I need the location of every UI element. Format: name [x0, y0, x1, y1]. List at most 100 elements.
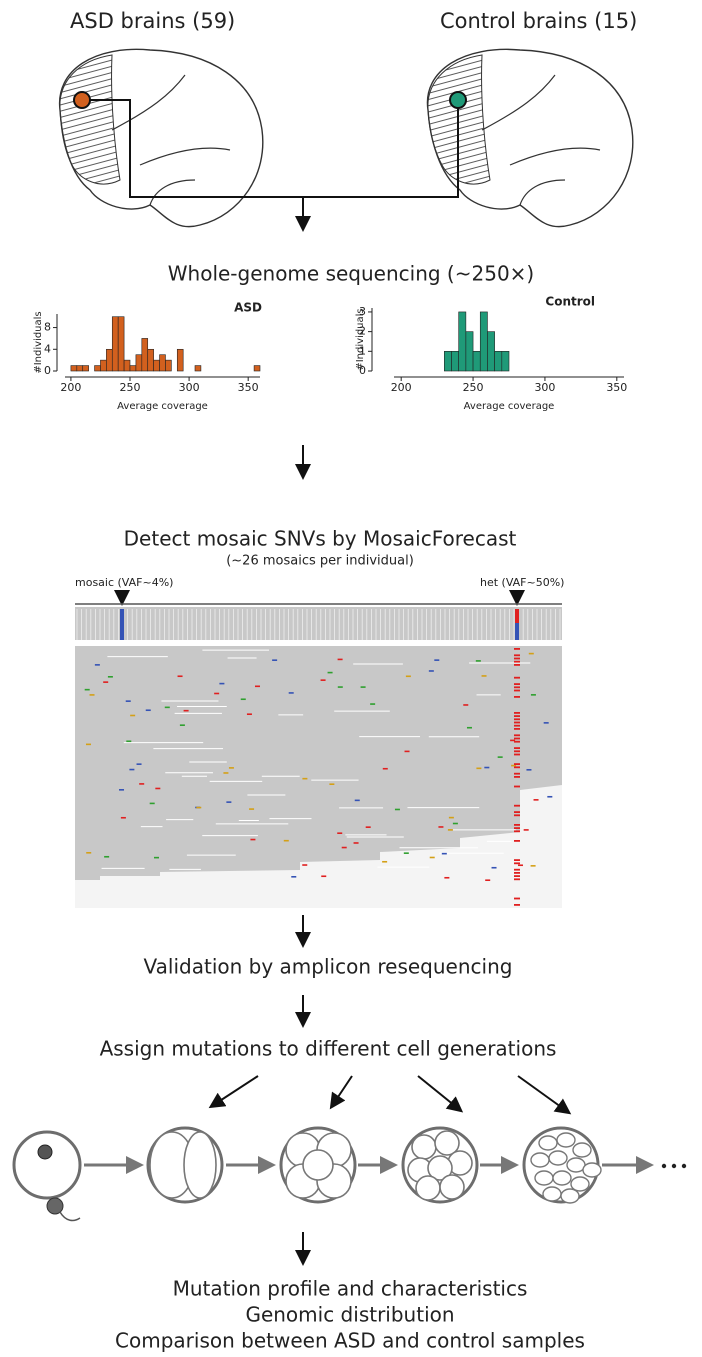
- het-mismatch: [514, 862, 520, 865]
- mismatch: [382, 767, 388, 770]
- step-detect: Detect mosaic SNVs by MosaicForecast: [124, 527, 517, 551]
- x-tick-label: 350: [606, 381, 627, 394]
- histogram-bar: [82, 365, 89, 372]
- mismatch: [517, 864, 523, 867]
- mismatch: [485, 879, 491, 882]
- mismatch: [466, 726, 472, 729]
- mismatch: [228, 767, 234, 769]
- mismatch: [353, 842, 359, 844]
- x-axis-label: Average coverage: [464, 401, 555, 412]
- x-tick-label: 200: [391, 381, 412, 394]
- mismatch: [246, 713, 252, 716]
- histogram-bar: [165, 359, 172, 372]
- mismatch: [249, 808, 255, 810]
- mismatch: [438, 826, 444, 828]
- x-tick-label: 200: [60, 381, 81, 394]
- histogram-bar: [141, 338, 149, 372]
- histogram-bar: [194, 365, 202, 372]
- y-tick-label: 0: [359, 364, 366, 377]
- mismatch: [337, 686, 343, 688]
- x-tick-label: 350: [238, 381, 259, 394]
- het-mismatch: [514, 904, 520, 906]
- mismatch: [126, 740, 132, 743]
- mismatch: [403, 852, 409, 854]
- asd-brains-label: ASD brains (59): [70, 9, 235, 33]
- het-mismatch: [514, 763, 520, 765]
- het-mismatch: [514, 830, 520, 833]
- y-tick-label: 2: [359, 325, 366, 338]
- cell: [556, 1132, 576, 1148]
- embryo-stages: [12, 1126, 687, 1222]
- mismatch: [302, 777, 308, 780]
- cell: [570, 1176, 590, 1192]
- step-sequencing: Whole-genome sequencing (~250×): [168, 262, 534, 286]
- y-tick-label: 4: [44, 342, 51, 355]
- histogram-bar: [76, 365, 84, 372]
- outcome: Genomic distribution: [245, 1303, 454, 1327]
- read-alignment-view: [75, 603, 562, 908]
- het-mismatch: [514, 683, 520, 685]
- mismatch: [177, 675, 183, 678]
- x-tick-label: 250: [463, 381, 484, 394]
- het-mismatch: [514, 872, 520, 874]
- histogram-bar: [129, 365, 137, 372]
- mosaic-label: mosaic (VAF~4%): [75, 576, 173, 589]
- cell: [542, 1186, 562, 1202]
- het-mismatch: [514, 859, 520, 861]
- mismatch: [219, 682, 225, 685]
- y-axis-label: #Individuals: [33, 311, 44, 373]
- mismatch: [240, 698, 246, 701]
- mismatch: [327, 671, 333, 674]
- het-mismatch: [514, 734, 520, 737]
- het-mismatch: [514, 747, 520, 749]
- chart-title: ASD: [234, 301, 262, 315]
- het-mismatch: [514, 868, 520, 871]
- mismatch: [526, 769, 532, 771]
- histogram-bar: [472, 351, 481, 372]
- het-mismatch: [514, 718, 520, 721]
- histogram-bar: [487, 331, 495, 372]
- het-mismatch: [514, 664, 520, 666]
- y-tick-label: 3: [359, 305, 366, 318]
- het-mismatch: [514, 804, 520, 807]
- het-mismatch: [514, 740, 520, 743]
- cell: [566, 1157, 586, 1173]
- mismatch: [214, 692, 220, 695]
- histogram-bar: [94, 365, 101, 372]
- histogram-bar: [159, 354, 166, 372]
- mismatch: [547, 795, 553, 798]
- cell: [530, 1152, 550, 1168]
- x-tick-label: 300: [179, 381, 200, 394]
- het-coverage-alt: [515, 623, 519, 640]
- cell: [582, 1162, 602, 1178]
- mismatch: [139, 783, 145, 785]
- het-mismatch: [514, 696, 520, 698]
- het-mismatch: [514, 811, 520, 813]
- het-mismatch: [514, 875, 520, 877]
- outcome: Mutation profile and characteristics: [173, 1277, 528, 1301]
- histogram-bar: [117, 316, 125, 372]
- mismatch: [394, 808, 400, 811]
- mismatch: [254, 685, 260, 688]
- histogram-bar: [451, 351, 459, 372]
- het-mismatch: [514, 654, 520, 657]
- mismatch: [365, 826, 371, 828]
- mismatch: [405, 675, 411, 678]
- mismatch: [523, 829, 529, 831]
- mosaic-coverage: [120, 609, 124, 640]
- cell: [534, 1170, 554, 1186]
- cell: [538, 1135, 558, 1151]
- cell: [552, 1170, 572, 1186]
- mismatch: [89, 694, 95, 696]
- mismatch: [250, 838, 256, 841]
- mismatch: [179, 724, 185, 726]
- mismatch: [136, 763, 142, 765]
- mismatch: [510, 739, 516, 742]
- histogram-bar: [444, 351, 452, 372]
- mismatch: [320, 679, 326, 681]
- step-validation: Validation by amplicon resequencing: [144, 955, 513, 979]
- mismatch: [463, 704, 469, 706]
- histogram-bar: [100, 359, 107, 372]
- het-mismatch: [514, 689, 520, 692]
- mismatch: [283, 839, 289, 842]
